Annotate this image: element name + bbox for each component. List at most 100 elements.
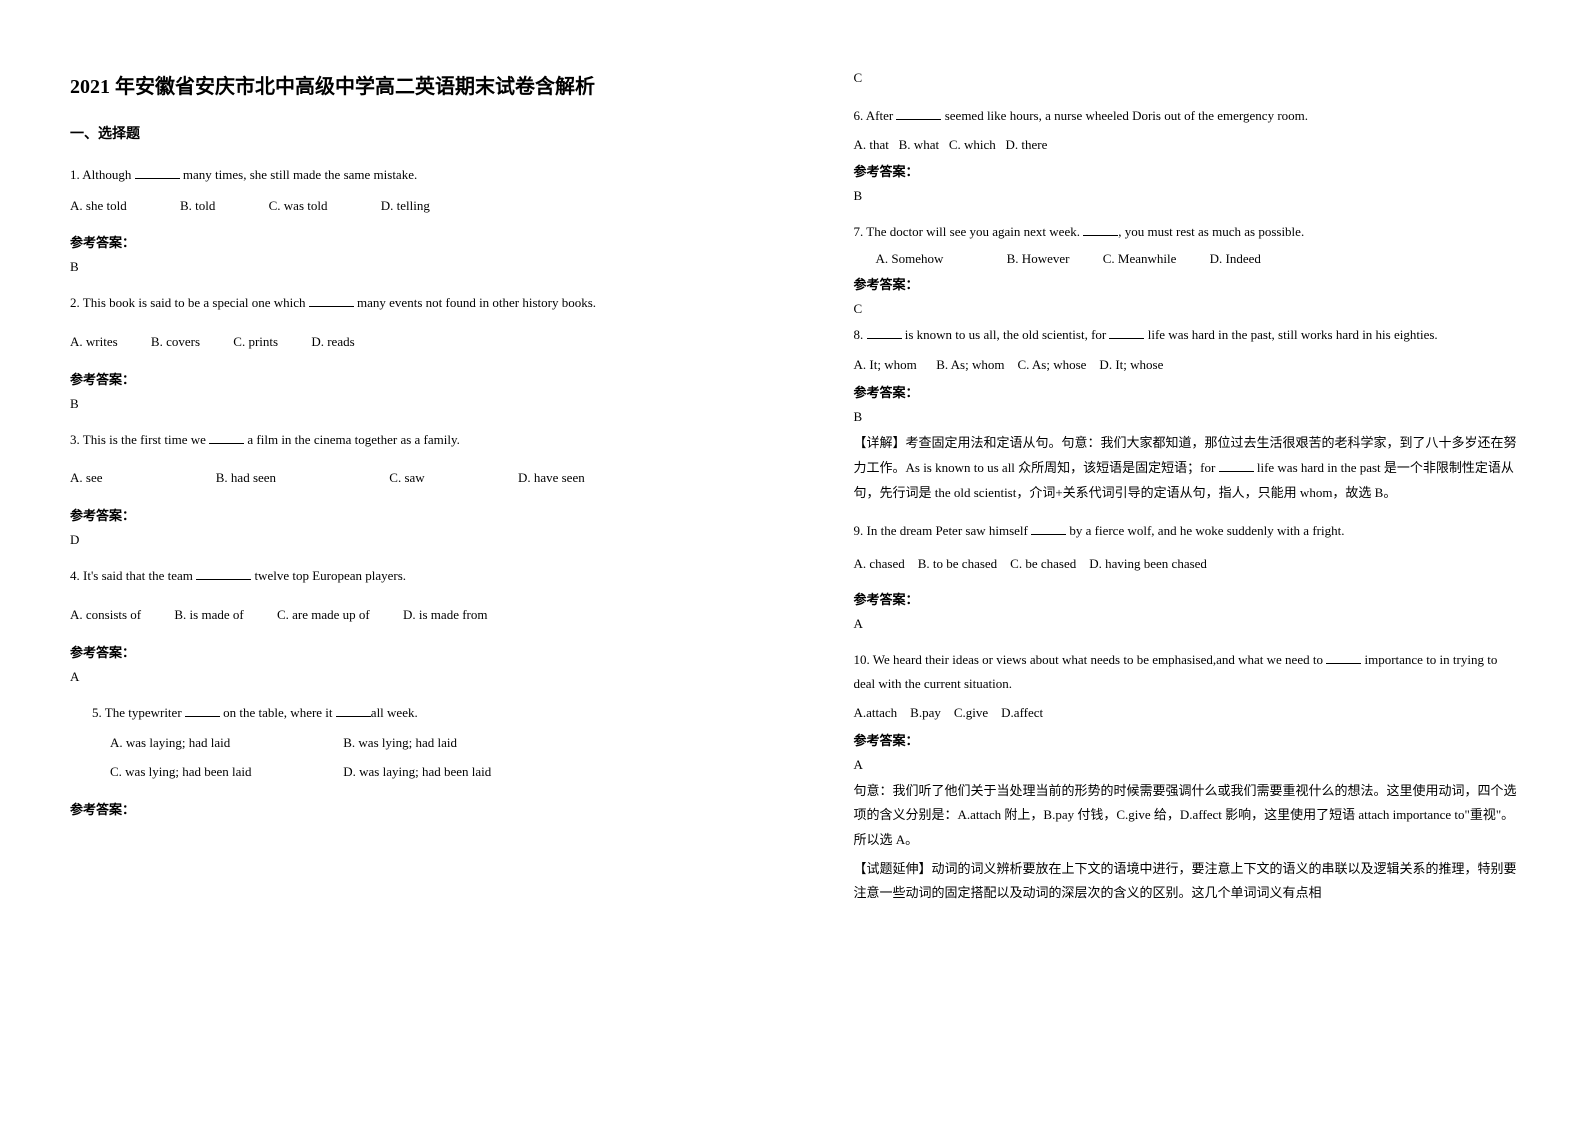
page-container: 2021 年安徽省安庆市北中高级中学高二英语期末试卷含解析 一、选择题 1. A… [0, 0, 1587, 1122]
q10-answer: A [854, 757, 1518, 773]
q2-stem-b: many events not found in other history b… [354, 295, 596, 310]
blank [135, 167, 180, 179]
answer-label: 参考答案： [854, 730, 1518, 749]
answer-label: 参考答案： [854, 161, 1518, 180]
q2-answer: B [70, 396, 734, 412]
blank [1031, 524, 1066, 536]
document-title: 2021 年安徽省安庆市北中高级中学高二英语期末试卷含解析 [70, 70, 734, 99]
q6-stem-b: seemed like hours, a nurse wheeled Doris… [941, 108, 1308, 123]
q5-stem-b: on the table, where it [220, 705, 336, 720]
left-column: 2021 年安徽省安庆市北中高级中学高二英语期末试卷含解析 一、选择题 1. A… [0, 0, 794, 1122]
answer-label: 参考答案： [70, 369, 734, 388]
q4-stem-a: 4. It's said that the team [70, 568, 196, 583]
opt: B. covers [151, 330, 200, 355]
q6-stem-a: 6. After [854, 108, 897, 123]
q1-stem-a: 1. Although [70, 167, 135, 182]
question-3: 3. This is the first time we a film in t… [70, 428, 734, 491]
q8-stem-c: life was hard in the past, still works h… [1144, 327, 1437, 342]
q8-explain: 【详解】考查固定用法和定语从句。句意：我们大家都知道，那位过去生活很艰苦的老科学… [854, 431, 1518, 505]
question-4: 4. It's said that the team twelve top Eu… [70, 564, 734, 627]
question-9: 9. In the dream Peter saw himself by a f… [854, 519, 1518, 544]
opt: C. was told [269, 194, 328, 219]
opt: A. was laying; had laid [110, 731, 340, 756]
blank [1083, 225, 1118, 237]
question-6: 6. After seemed like hours, a nurse whee… [854, 104, 1518, 129]
q4-answer: A [70, 669, 734, 685]
opt: C. prints [233, 330, 278, 355]
q1-stem-b: many times, she still made the same mist… [180, 167, 418, 182]
question-8: 8. is known to us all, the old scientist… [854, 323, 1518, 348]
opt: D. telling [381, 194, 430, 219]
opt: B. told [180, 194, 215, 219]
answer-label: 参考答案： [854, 274, 1518, 293]
blank [1109, 327, 1144, 339]
blank [1326, 652, 1361, 664]
question-2: 2. This book is said to be a special one… [70, 291, 734, 354]
answer-label: 参考答案： [70, 232, 734, 251]
opt: B. is made of [174, 603, 243, 628]
q2-options: A. writes B. covers C. prints D. reads [70, 330, 734, 355]
q9-answer: A [854, 616, 1518, 632]
answer-label: 参考答案： [854, 589, 1518, 608]
q6-options: A. that B. what C. which D. there [854, 133, 1518, 158]
q9-stem-b: by a fierce wolf, and he woke suddenly w… [1066, 523, 1344, 538]
q7-answer: C [854, 301, 1518, 317]
q8-answer: B [854, 409, 1518, 425]
q10-options: A.attach B.pay C.give D.affect [854, 701, 1518, 726]
q1-answer: B [70, 259, 734, 275]
q10-stem-a: 10. We heard their ideas or views about … [854, 652, 1327, 667]
answer-label: 参考答案： [70, 642, 734, 661]
q4-options: A. consists of B. is made of C. are made… [70, 603, 734, 628]
opt: A. see [70, 466, 103, 491]
q8-stem-a: 8. [854, 327, 867, 342]
opt: D. have seen [518, 466, 585, 491]
right-column: C 6. After seemed like hours, a nurse wh… [794, 0, 1587, 1122]
section-header: 一、选择题 [70, 123, 734, 143]
opt: B. had seen [216, 466, 276, 491]
opt: D. reads [311, 330, 354, 355]
question-7: 7. The doctor will see you again next we… [854, 220, 1518, 245]
opt: D. is made from [403, 603, 487, 628]
q9-stem-a: 9. In the dream Peter saw himself [854, 523, 1032, 538]
answer-label: 参考答案： [854, 382, 1518, 401]
q7-stem-b: , you must rest as much as possible. [1118, 224, 1304, 239]
q9-options: A. chased B. to be chased C. be chased D… [854, 552, 1518, 577]
q2-stem-a: 2. This book is said to be a special one… [70, 295, 309, 310]
opt: C. was lying; had been laid [110, 760, 340, 785]
q10-explain-1: 句意：我们听了他们关于当处理当前的形势的时候需要强调什么或我们需要重视什么的想法… [854, 779, 1518, 853]
q6-answer: B [854, 188, 1518, 204]
q4-stem-b: twelve top European players. [251, 568, 406, 583]
blank [336, 705, 371, 717]
opt: D. was laying; had been laid [343, 764, 491, 779]
q5-stem-c: all week. [371, 705, 418, 720]
q5-stem-a: 5. The typewriter [92, 705, 185, 720]
q8-options: A. It; whom B. As; whom C. As; whose D. … [854, 353, 1518, 378]
opt: D. Indeed [1210, 251, 1261, 266]
q10-explain-2: 【试题延伸】动词的词义辨析要放在上下文的语境中进行，要注意上下文的语义的串联以及… [854, 857, 1518, 906]
q7-options: A. Somehow B. However C. Meanwhile D. In… [854, 247, 1518, 272]
blank [209, 432, 244, 444]
opt: C. are made up of [277, 603, 370, 628]
q8-stem-b: is known to us all, the old scientist, f… [902, 327, 1110, 342]
q3-stem-b: a film in the cinema together as a famil… [244, 432, 460, 447]
q5-opts-line1: A. was laying; had laid B. was lying; ha… [70, 731, 734, 756]
opt: A. writes [70, 330, 118, 355]
blank [867, 327, 902, 339]
question-5: 5. The typewriter on the table, where it… [70, 701, 734, 726]
q7-stem-a: 7. The doctor will see you again next we… [854, 224, 1084, 239]
answer-label: 参考答案： [70, 505, 734, 524]
opt: A. she told [70, 194, 127, 219]
q3-stem-a: 3. This is the first time we [70, 432, 209, 447]
question-10: 10. We heard their ideas or views about … [854, 648, 1518, 697]
opt: B. However [1007, 247, 1070, 272]
opt: A. consists of [70, 603, 141, 628]
blank [896, 108, 941, 120]
opt: C. Meanwhile [1103, 247, 1177, 272]
blank [185, 705, 220, 717]
q3-answer: D [70, 532, 734, 548]
q3-options: A. see B. had seen C. saw D. have seen [70, 466, 734, 491]
q1-options: A. she told B. told C. was told D. telli… [70, 194, 734, 219]
opt: A. Somehow [876, 247, 944, 272]
q5-answer: C [854, 70, 1518, 86]
opt: B. was lying; had laid [343, 735, 457, 750]
